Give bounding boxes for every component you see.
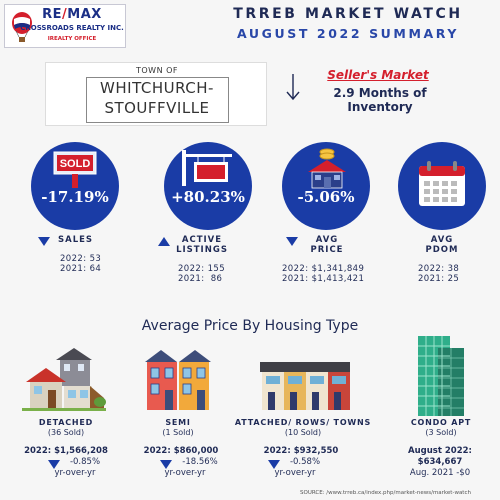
semi-sold: (1 Sold) [162,428,194,437]
town-frame [86,77,229,123]
months-of-inventory: 2.9 Months of Inventory [333,86,427,114]
detached-down-arrow-icon [48,460,60,469]
condo-compare: Aug. 2021 -$0 [409,468,471,478]
semi-label: SEMI [165,418,191,427]
calendar-icon [419,161,465,206]
sales-2021: 2021: 64 [60,264,102,274]
for-sale-sign-icon [182,150,232,186]
semi-down-arrow-icon [160,460,172,469]
listings-circle: +80.23% [164,142,252,230]
logo-brand: RE/MAX [42,7,102,22]
semi-house-icon [145,350,211,410]
remax-logo: RE/MAX CROSSROADS REALTY INC. IREALTY OF… [4,4,126,48]
listings-change: +80.23% [171,188,245,206]
listings-2022: 2022: 155 [178,264,226,274]
town-name-line1: WHITCHURCH- [100,79,214,97]
towns-down-arrow-icon [268,460,280,469]
sales-change: -17.19% [41,188,109,206]
source-note: SOURCE: /www.trreb.ca/index.php/market-n… [300,490,471,496]
price-change: -5.06% [297,188,355,206]
logo-office: IREALTY OFFICE [47,36,97,42]
listings-label-line1: ACTIVE [181,235,223,245]
detached-price: 2022: $1,566,208 [24,446,108,456]
price-2022: 2022: $1,341,849 [282,264,365,274]
section-title: Average Price By Housing Type [141,318,359,334]
condo-price: $634,667 [417,457,463,467]
townhouse-icon [260,362,350,410]
town-name-line2: STOUFFVILLE [104,99,210,117]
market-type: Seller's Market [327,68,429,82]
sales-label: SALES [58,235,94,245]
detached-house-icon [22,348,106,411]
sales-down-arrow-icon [38,237,50,246]
listings-2021: 2021: 86 [178,274,223,284]
pdom-circle [398,142,486,230]
svg-text:SOLD: SOLD [60,158,91,170]
towns-sold: (10 Sold) [284,428,322,437]
detached-change: -0.85% [69,457,101,467]
price-label-line1: AVG [315,235,339,245]
towns-price: 2022: $932,550 [263,446,339,456]
price-2021: 2021: $1,413,421 [282,274,365,284]
pdom-2021: 2021: 25 [418,274,460,284]
page-subtitle: AUGUST 2022 SUMMARY [237,26,459,41]
price-circle: -5.06% [282,142,370,230]
town-box: TOWN OF WHITCHURCH- STOUFFVILLE [45,62,267,126]
towns-yoy: yr-over-yr [274,468,316,478]
house-coins-icon [308,148,346,189]
detached-yoy: yr-over-yr [54,468,96,478]
pdom-label-line2: PDOM [425,245,459,255]
detached-label: DETACHED [38,418,94,427]
condo-price-label: August 2022: [408,446,472,456]
down-arrow-icon [286,74,300,101]
pdom-label-line1: AVG [430,235,454,245]
semi-yoy: yr-over-yr [164,468,206,478]
sold-sign-icon: SOLD [53,151,97,188]
pdom-2022: 2022: 38 [418,264,460,274]
listings-up-arrow-icon [158,237,170,246]
detached-sold: (36 Sold) [47,428,85,437]
towns-change: -0.58% [289,457,321,467]
town-prefix: TOWN OF [135,66,179,75]
sales-2022: 2022: 53 [60,254,102,264]
semi-change: -18.56% [182,457,218,467]
semi-price: 2022: $860,000 [143,446,219,456]
price-down-arrow-icon [286,237,298,246]
hot-air-balloon-icon [12,12,32,42]
condo-label: CONDO APT [410,418,472,427]
page-title: TRREB MARKET WATCH [233,6,463,22]
towns-label: ATTACHED/ ROWS/ TOWNS [234,418,372,427]
sales-circle: SOLD -17.19% [31,142,119,230]
price-label-line2: PRICE [310,245,344,255]
condo-sold: (3 Sold) [425,428,457,437]
logo-subtitle: CROSSROADS REALTY INC. [20,24,124,32]
condo-tower-icon [418,336,464,416]
listings-label-line2: LISTINGS [176,245,228,255]
